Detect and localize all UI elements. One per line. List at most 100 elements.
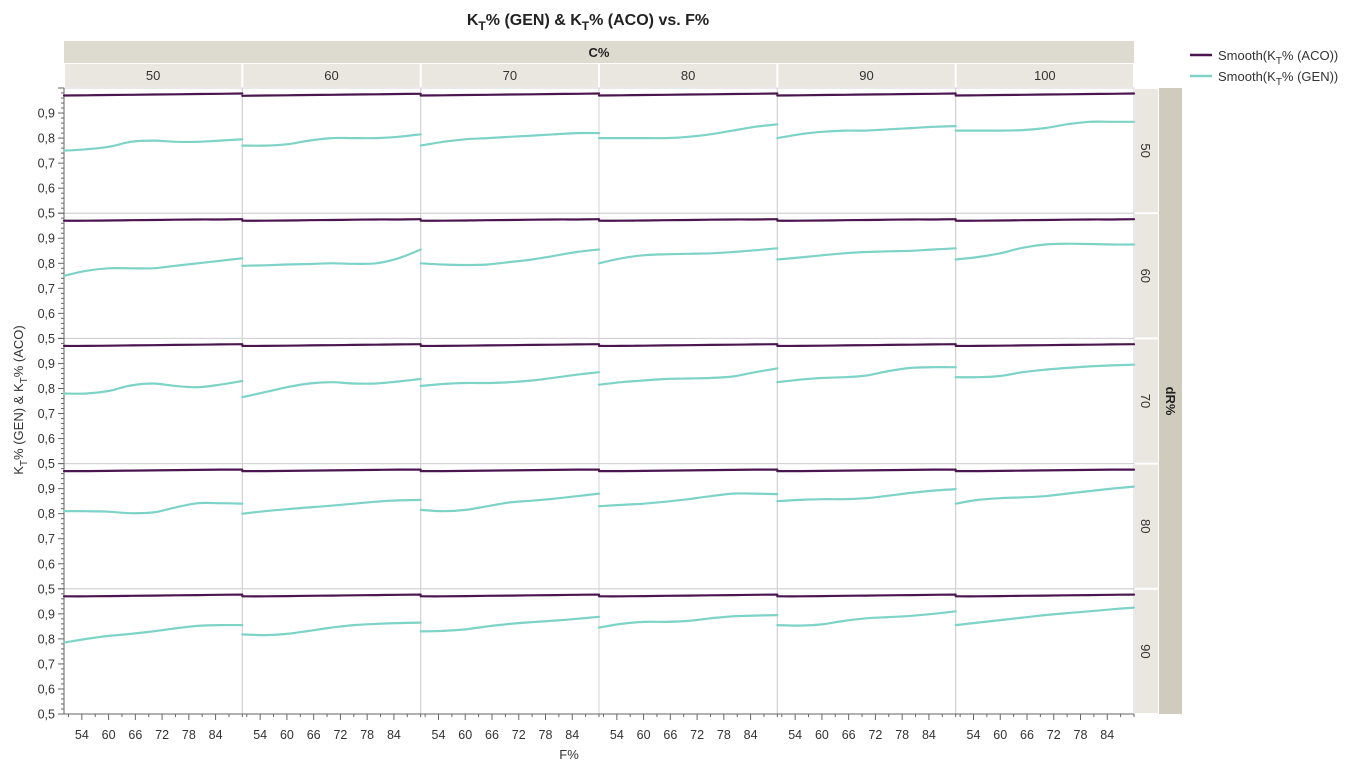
x-tick-label: 84 <box>209 728 223 742</box>
x-tick-label: 78 <box>182 728 196 742</box>
x-tick-label: 54 <box>253 728 267 742</box>
series-line-gen <box>597 123 779 140</box>
y-tick-label: 0,5 <box>38 582 55 596</box>
y-tick-label: 0,8 <box>38 632 55 646</box>
x-tick-label: 54 <box>432 728 446 742</box>
x-tick-label: 72 <box>512 728 526 742</box>
series-line-aco <box>776 218 957 222</box>
y-tick-label: 0,8 <box>38 507 55 521</box>
facet-panel <box>241 212 422 339</box>
y-tick-label: 0,5 <box>38 457 55 471</box>
col-header <box>243 64 420 87</box>
row-header-label: 90 <box>1138 644 1153 658</box>
series-line-aco <box>62 468 244 473</box>
y-tick-label: 0,9 <box>38 107 55 121</box>
series-line-aco <box>597 468 779 473</box>
row-header <box>1135 89 1158 213</box>
facet-panel <box>420 337 600 465</box>
row-header <box>1135 589 1158 713</box>
series-line-gen <box>62 501 244 515</box>
series-line-gen <box>776 125 957 140</box>
facet-panel <box>63 212 243 339</box>
x-tick-label: 84 <box>922 728 936 742</box>
series-line-gen <box>419 492 601 513</box>
series-line-gen <box>776 247 957 261</box>
series-line-gen <box>62 623 244 644</box>
y-tick-label: 0,5 <box>38 207 55 221</box>
series-line-gen <box>954 485 1136 505</box>
x-tick-label: 60 <box>280 728 294 742</box>
series-line-gen <box>241 248 422 267</box>
facet-panel <box>776 212 957 339</box>
series-line-gen <box>954 363 1136 379</box>
series-line-aco <box>954 92 1136 97</box>
y-tick-label: 0,7 <box>38 532 55 546</box>
row-header-label: 60 <box>1138 269 1153 283</box>
row-header-label: 80 <box>1138 519 1153 533</box>
facet-panel <box>955 588 1135 715</box>
series-line-gen <box>419 371 601 388</box>
row-group-header <box>1159 88 1182 714</box>
y-tick-label: 0,7 <box>38 407 55 421</box>
series-line-aco <box>597 593 779 598</box>
series-line-aco <box>241 343 422 348</box>
col-header <box>956 64 1133 87</box>
series-line-aco <box>62 92 244 97</box>
row-header-label: 50 <box>1138 143 1153 157</box>
x-tick-label: 60 <box>993 728 1007 742</box>
y-tick-label: 0,9 <box>38 607 55 621</box>
facet-panel <box>776 87 957 214</box>
col-group-header <box>64 41 1134 63</box>
legend-label-aco: Smooth(KT% (ACO)) <box>1218 48 1338 67</box>
series-line-aco <box>776 468 957 473</box>
x-tick-label: 54 <box>967 728 981 742</box>
y-tick-label: 0,9 <box>38 357 55 371</box>
col-header <box>421 64 598 87</box>
series-line-aco <box>776 343 957 348</box>
series-line-gen <box>597 614 779 629</box>
facet-panel <box>241 87 422 214</box>
series-line-aco <box>419 468 601 473</box>
chart-title: KT% (GEN) & KT% (ACO) vs. F% <box>467 12 709 33</box>
series-line-aco <box>62 593 244 598</box>
x-tick-label: 78 <box>1074 728 1088 742</box>
y-tick-label: 0,6 <box>38 182 55 196</box>
facet-panel <box>776 337 957 465</box>
facet-panel <box>598 588 778 715</box>
x-tick-label: 54 <box>788 728 802 742</box>
x-tick-label: 72 <box>1047 728 1061 742</box>
y-tick-label: 0,6 <box>38 557 55 571</box>
series-line-aco <box>241 593 422 598</box>
col-header-label: 80 <box>681 68 695 83</box>
y-tick-label: 0,7 <box>38 282 55 296</box>
series-line-gen <box>776 366 957 384</box>
facet-panel <box>598 463 778 590</box>
series-line-gen <box>62 138 244 152</box>
series-line-gen <box>776 610 957 627</box>
facet-panel <box>955 87 1135 214</box>
y-tick-label: 0,7 <box>38 657 55 671</box>
facet-panel <box>776 463 957 590</box>
row-header <box>1135 464 1158 588</box>
series-line-aco <box>241 92 422 97</box>
col-header <box>65 64 242 87</box>
series-line-gen <box>597 492 779 508</box>
series-line-aco <box>419 343 601 348</box>
col-group-label: C% <box>589 45 610 60</box>
y-tick-label: 0,9 <box>38 482 55 496</box>
y-tick-label: 0,8 <box>38 257 55 271</box>
col-header-label: 60 <box>324 68 338 83</box>
x-tick-label: 66 <box>842 728 856 742</box>
facet-panel <box>241 588 422 715</box>
x-tick-label: 78 <box>895 728 909 742</box>
col-header-label: 50 <box>146 68 160 83</box>
col-header <box>600 64 777 87</box>
series-line-aco <box>954 218 1136 222</box>
series-line-gen <box>419 248 601 267</box>
facet-panel <box>63 337 243 465</box>
y-tick-label: 0,7 <box>38 157 55 171</box>
x-tick-label: 84 <box>565 728 579 742</box>
series-line-aco <box>776 92 957 97</box>
series-line-gen <box>597 367 779 386</box>
x-tick-label: 72 <box>868 728 882 742</box>
